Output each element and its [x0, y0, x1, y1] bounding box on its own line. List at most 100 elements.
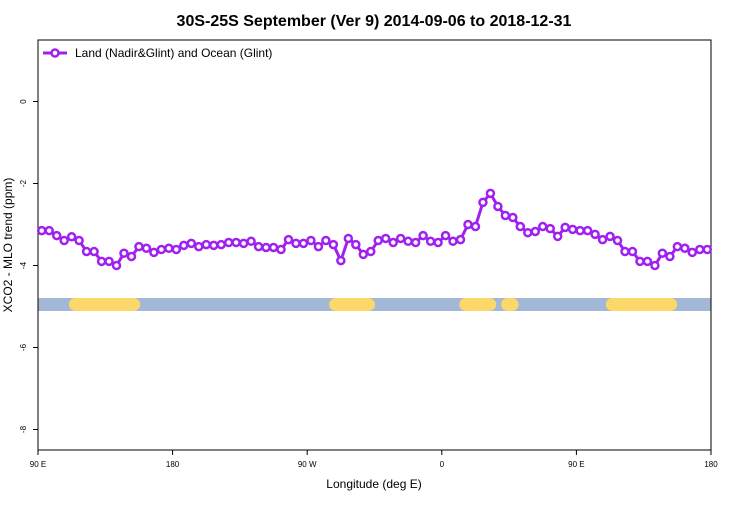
data-point: [485, 188, 496, 199]
data-point: [612, 235, 623, 246]
data-point: [687, 247, 698, 258]
data-point: [657, 248, 668, 258]
data-point: [298, 238, 309, 249]
x-tick-label: 180: [704, 460, 718, 469]
data-point: [66, 232, 77, 242]
data-point: [283, 234, 294, 245]
y-axis-label: XCO2 - MLO trend (ppm): [1, 178, 15, 313]
data-point: [493, 201, 503, 212]
data-point: [425, 236, 436, 247]
data-point: [156, 244, 167, 255]
data-point: [530, 226, 541, 237]
data-point: [179, 240, 189, 251]
x-axis-label: Longitude (deg E): [326, 477, 421, 491]
data-point: [238, 238, 249, 249]
data-point: [134, 241, 144, 252]
data-point: [111, 260, 122, 271]
data-point: [201, 239, 211, 250]
data-point: [336, 255, 346, 266]
data-point: [515, 221, 526, 232]
data-point: [642, 256, 653, 267]
data-point: [388, 237, 398, 248]
data-point: [380, 233, 391, 244]
data-point: [164, 243, 174, 254]
data-point: [403, 236, 413, 247]
data-point: [36, 225, 47, 236]
series-line: [41, 190, 708, 268]
x-tick-label: 90 E: [568, 460, 584, 469]
data-point: [141, 243, 152, 254]
data-point: [702, 244, 713, 255]
data-point: [366, 246, 376, 257]
data-point: [253, 241, 264, 252]
data-point: [328, 239, 339, 250]
data-point: [538, 221, 548, 232]
data-point: [605, 231, 615, 242]
y-tick-label: 0: [19, 99, 28, 104]
data-point: [500, 210, 511, 221]
legend-marker: [50, 48, 60, 58]
data-point: [567, 224, 578, 235]
data-point: [523, 227, 533, 238]
data-point: [351, 239, 361, 250]
x-tick-label: 90 W: [298, 460, 317, 469]
data-point: [552, 231, 563, 242]
data-point: [650, 260, 660, 271]
data-point: [119, 248, 129, 258]
plot-frame: [37, 39, 712, 451]
data-point: [627, 246, 638, 257]
data-point: [620, 246, 630, 257]
data-point: [246, 236, 256, 247]
data-point: [418, 230, 428, 241]
data-point: [44, 225, 54, 236]
data-point: [96, 256, 107, 267]
y-tick-label: -6: [19, 343, 28, 351]
data-point: [695, 244, 705, 255]
data-point: [373, 235, 383, 246]
data-point: [470, 221, 481, 232]
data-point: [672, 241, 683, 252]
x-tick-label: 0: [440, 460, 445, 469]
data-point: [590, 229, 600, 240]
data-point: [560, 222, 570, 233]
data-point: [51, 230, 62, 241]
data-point: [306, 235, 316, 246]
data-point: [597, 234, 608, 245]
y-tick-label: -8: [19, 425, 28, 433]
y-tick-label: -4: [19, 261, 28, 269]
chart-title: 30S-25S September (Ver 9) 2014-09-06 to …: [177, 13, 572, 30]
data-point: [126, 251, 137, 262]
data-point: [208, 240, 219, 251]
data-point: [104, 256, 114, 267]
data-point: [343, 233, 354, 244]
data-point: [194, 241, 204, 252]
data-point: [448, 236, 458, 247]
data-point: [433, 237, 443, 248]
data-point: [216, 239, 226, 250]
data-point: [89, 246, 99, 257]
data-point: [81, 246, 92, 257]
data-point: [440, 230, 451, 241]
data-point: [463, 219, 473, 230]
legend-label: Land (Nadir&Glint) and Ocean (Glint): [75, 46, 272, 60]
data-point: [276, 244, 286, 255]
data-point: [545, 223, 555, 234]
data-point: [575, 225, 585, 236]
y-tick-label: -2: [19, 179, 28, 187]
data-point: [291, 238, 301, 249]
data-point: [680, 243, 690, 254]
data-point: [268, 242, 279, 253]
data-point: [508, 212, 518, 223]
data-point: [635, 256, 645, 267]
data-point: [313, 241, 324, 252]
data-point: [59, 235, 69, 246]
data-point: [321, 235, 331, 246]
data-point: [231, 237, 241, 248]
data-point: [478, 197, 488, 208]
data-point: [665, 251, 675, 262]
data-point: [455, 234, 466, 245]
x-tick-label: 90 E: [30, 460, 46, 469]
data-point: [223, 237, 234, 248]
data-point: [395, 233, 406, 244]
